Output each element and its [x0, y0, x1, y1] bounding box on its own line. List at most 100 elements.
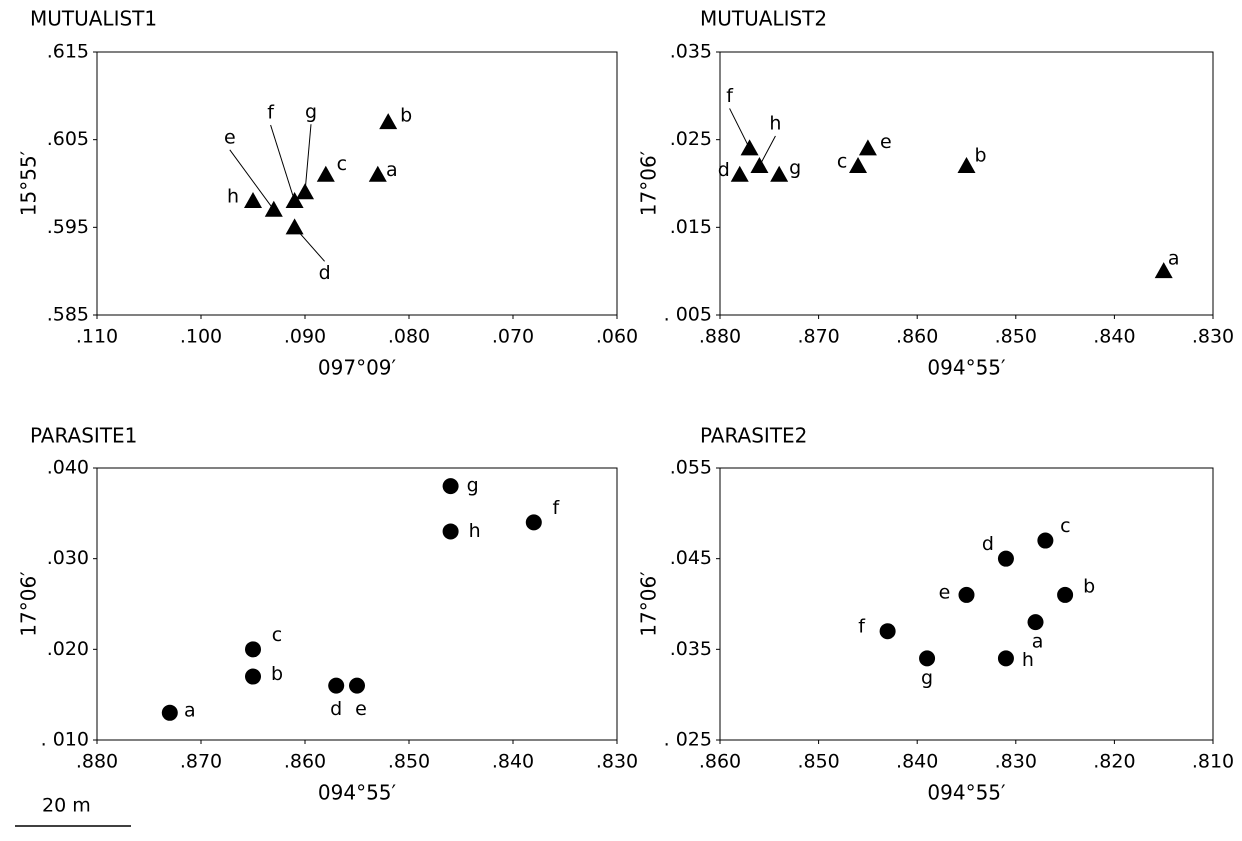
x-tick-label: .820: [1093, 751, 1135, 773]
point-label: e: [939, 581, 951, 603]
y-axis-label: 15°55′: [17, 150, 41, 216]
point-label: c: [337, 153, 347, 175]
point: [349, 677, 365, 694]
x-axis-label: 094°55′: [927, 781, 1006, 805]
point-label: b: [974, 144, 986, 166]
point-label: f: [858, 616, 866, 638]
point: [285, 192, 304, 209]
leader-line: [758, 135, 776, 167]
point: [1037, 532, 1054, 549]
point-label: h: [227, 186, 239, 208]
point: [958, 586, 975, 603]
plot-frame: [96, 467, 618, 741]
x-tick-label: .070: [492, 326, 534, 348]
point-label: f: [726, 85, 734, 107]
point: [245, 641, 261, 658]
y-tick-label: .035: [670, 638, 712, 660]
point-label: c: [1060, 515, 1070, 537]
point: [879, 623, 896, 640]
x-tick-label: .110: [76, 326, 118, 348]
x-tick-label: .850: [995, 326, 1037, 348]
y-tick-label: .020: [47, 638, 89, 660]
point: [244, 192, 262, 209]
leader-line: [229, 149, 275, 211]
point: [285, 218, 304, 235]
point-label: e: [224, 126, 236, 148]
x-tick-label: .880: [76, 751, 118, 773]
point-label: e: [355, 698, 367, 720]
point-label: d: [982, 533, 994, 555]
point: [368, 165, 387, 182]
point-label: c: [272, 624, 282, 646]
point: [442, 523, 459, 540]
point-label: a: [386, 159, 398, 181]
point: [997, 550, 1014, 567]
point: [1154, 262, 1173, 279]
x-tick-label: .090: [284, 326, 326, 348]
x-tick-label: .880: [699, 326, 741, 348]
point-label: b: [400, 105, 412, 127]
chart-title: PARASITE1: [30, 424, 137, 448]
leader-line: [270, 124, 296, 202]
point-label: g: [789, 157, 801, 179]
point-label: b: [1083, 575, 1095, 597]
x-tick-label: .850: [797, 751, 839, 773]
point: [316, 165, 335, 182]
point: [919, 650, 936, 667]
x-tick-label: .060: [596, 326, 638, 348]
point-label: f: [267, 102, 275, 124]
point-label: a: [1032, 631, 1044, 653]
point: [1057, 586, 1074, 603]
x-tick-label: .840: [896, 751, 938, 773]
scale-bar-label: 20 m: [42, 795, 91, 817]
x-tick-label: .830: [596, 751, 638, 773]
x-tick-label: .080: [388, 326, 430, 348]
leader-line: [729, 108, 751, 149]
y-tick-label: .045: [670, 547, 712, 569]
point: [379, 113, 398, 130]
point: [957, 156, 976, 173]
x-tick-label: .860: [699, 751, 741, 773]
point-label: d: [319, 262, 331, 284]
point-label: f: [552, 497, 560, 519]
point: [296, 183, 314, 200]
plot-frame: [719, 51, 1214, 316]
x-tick-label: .840: [492, 751, 534, 773]
chart-title: MUTUALIST2: [700, 7, 827, 31]
y-tick-label: .605: [47, 128, 89, 150]
x-tick-label: .810: [1192, 751, 1234, 773]
y-tick-label: .615: [47, 41, 89, 63]
x-tick-label: .870: [797, 326, 839, 348]
point: [525, 514, 542, 531]
y-tick-label: .585: [47, 304, 89, 326]
plot-frame: [719, 467, 1214, 741]
y-tick-label: .595: [47, 216, 89, 238]
y-axis-label: 17°06′: [637, 571, 661, 637]
chart-title: MUTUALIST1: [30, 7, 157, 31]
point-label: a: [1168, 248, 1180, 270]
y-axis-label: 17°06′: [637, 150, 661, 216]
x-axis-label: 097°09′: [318, 356, 397, 380]
point-label: d: [718, 159, 730, 181]
point-label: g: [467, 475, 479, 497]
x-tick-label: .100: [180, 326, 222, 348]
x-tick-label: .830: [1192, 326, 1234, 348]
x-tick-label: .830: [995, 751, 1037, 773]
y-tick-label: .055: [670, 457, 712, 479]
point-label: h: [1022, 649, 1034, 671]
point-label: h: [769, 112, 781, 134]
chart-title: PARASITE2: [700, 424, 807, 448]
y-tick-label: .025: [670, 128, 712, 150]
x-tick-label: .840: [1093, 326, 1135, 348]
point: [730, 165, 749, 182]
x-tick-label: .850: [388, 751, 430, 773]
y-tick-label: . 010: [41, 729, 89, 751]
y-tick-label: .030: [47, 547, 89, 569]
point-label: h: [469, 520, 481, 542]
y-tick-label: . 025: [664, 729, 712, 751]
y-tick-label: .015: [670, 216, 712, 238]
point: [442, 478, 459, 495]
point-label: g: [305, 101, 317, 123]
point-label: c: [837, 150, 847, 172]
